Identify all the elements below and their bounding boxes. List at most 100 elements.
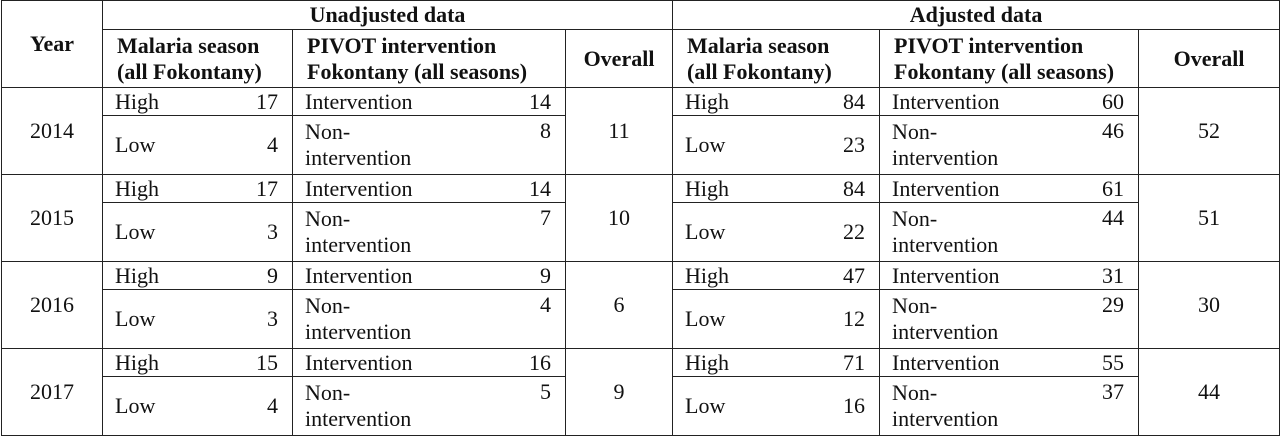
pivot-label-line2: intervention xyxy=(892,406,999,431)
season-value: 15 xyxy=(212,348,293,377)
table-body: 2014 High 17 Intervention 14 11 High 84 Interven… xyxy=(1,87,1280,436)
pivot-label: Non-intervention xyxy=(292,289,477,349)
malaria-season-line1: Malaria season xyxy=(117,32,260,58)
pivot-label-line1: Non- xyxy=(892,380,938,405)
pivot-label-line1: Non- xyxy=(892,293,938,318)
season-label: Low xyxy=(672,289,783,349)
pivot-label: Intervention xyxy=(879,87,1073,116)
malaria-season-line1: Malaria season xyxy=(687,32,830,58)
season-value: 17 xyxy=(212,87,293,116)
pivot-label: Intervention xyxy=(879,261,1073,290)
pivot-value: 37 xyxy=(1072,376,1139,436)
season-value: 16 xyxy=(782,376,880,436)
season-label: High xyxy=(672,174,783,203)
season-value: 71 xyxy=(782,348,880,377)
table-row: Low 4 Non-intervention 5 Low 16 Non-interventi… xyxy=(2,376,1280,436)
pivot-value: 46 xyxy=(1072,115,1139,175)
overall-cell: 6 xyxy=(565,261,673,349)
season-value: 17 xyxy=(212,174,293,203)
pivot-value: 61 xyxy=(1072,174,1139,203)
pivot-label-line2: intervention xyxy=(892,232,999,257)
season-label: Low xyxy=(102,376,213,436)
pivot-value: 44 xyxy=(1072,202,1139,262)
pivot-value: 5 xyxy=(476,376,566,436)
pivot-label: Intervention xyxy=(292,87,477,116)
malaria-season-line2: (all Fokontany) xyxy=(117,58,262,84)
season-value: 3 xyxy=(212,289,293,349)
table-row: Low 3 Non-intervention 7 Low 22 Non-interventi… xyxy=(2,202,1280,262)
table-row: 2016 High 9 Intervention 9 6 High 47 Interventio… xyxy=(1,261,1280,349)
pivot-value: 7 xyxy=(476,202,566,262)
season-value: 4 xyxy=(212,376,293,436)
pivot-label-line2: intervention xyxy=(305,319,412,344)
unadj-overall-header: Overall xyxy=(565,29,673,88)
pivot-line2: Fokontany (all seasons) xyxy=(307,58,528,84)
overall-cell: 44 xyxy=(1137,348,1280,436)
season-label: Low xyxy=(672,115,783,175)
overall-cell: 10 xyxy=(565,174,673,262)
pivot-label-line1: Non- xyxy=(305,206,351,231)
pivot-value: 60 xyxy=(1072,87,1139,116)
pivot-line1: PIVOT intervention xyxy=(307,32,497,58)
pivot-value: 16 xyxy=(476,348,566,377)
season-label: High xyxy=(102,261,213,290)
pivot-label-line2: intervention xyxy=(892,319,999,344)
unadjusted-header: Unadjusted data xyxy=(102,0,673,30)
pivot-label-line1: Non- xyxy=(305,119,351,144)
season-value: 84 xyxy=(782,174,880,203)
pivot-value: 55 xyxy=(1072,348,1139,377)
adjusted-header: Adjusted data xyxy=(671,0,1280,30)
table-row: 2017 High 15 Intervention 16 9 High 71 Intervent… xyxy=(1,348,1280,436)
pivot-label-line1: Non- xyxy=(892,206,938,231)
season-label: High xyxy=(102,87,213,116)
year-cell: 2014 xyxy=(1,87,103,175)
season-label: Low xyxy=(102,202,213,262)
table-row: 2015 High 17 Intervention 14 10 High 84 Interven… xyxy=(1,174,1280,262)
year-cell: 2015 xyxy=(1,174,103,262)
pivot-label: Non-intervention xyxy=(879,115,1073,175)
unadj-pivot-header: PIVOT intervention Fokontany (all seasons… xyxy=(292,29,566,88)
pivot-line2: Fokontany (all seasons) xyxy=(894,58,1115,84)
season-label: Low xyxy=(672,202,783,262)
pivot-label: Non-intervention xyxy=(879,289,1073,349)
season-value: 22 xyxy=(782,202,880,262)
pivot-label-line2: intervention xyxy=(305,406,412,431)
overall-cell: 51 xyxy=(1137,174,1280,262)
pivot-label-line2: intervention xyxy=(305,232,412,257)
table-row: 2014 High 17 Intervention 14 11 High 84 Interven… xyxy=(1,87,1280,175)
pivot-label: Non-intervention xyxy=(292,376,477,436)
year-cell: 2017 xyxy=(1,348,103,436)
pivot-label: Intervention xyxy=(879,348,1073,377)
table-row: Low 3 Non-intervention 4 Low 12 Non-interventi… xyxy=(2,289,1280,349)
season-value: 23 xyxy=(782,115,880,175)
season-label: High xyxy=(672,261,783,290)
overall-cell: 11 xyxy=(565,87,673,175)
pivot-value: 4 xyxy=(476,289,566,349)
year-header: Year xyxy=(1,0,103,88)
pivot-value: 14 xyxy=(476,87,566,116)
header-row-columns: Malaria season (all Fokontany) PIVOT inte… xyxy=(2,29,1280,88)
pivot-value: 29 xyxy=(1072,289,1139,349)
pivot-label-line2: intervention xyxy=(305,145,412,170)
season-value: 3 xyxy=(212,202,293,262)
pivot-label: Non-intervention xyxy=(292,115,477,175)
season-label: Low xyxy=(672,376,783,436)
pivot-value: 14 xyxy=(476,174,566,203)
pivot-label-line2: intervention xyxy=(892,145,999,170)
pivot-value: 31 xyxy=(1072,261,1139,290)
season-label: High xyxy=(672,348,783,377)
pivot-label: Intervention xyxy=(292,174,477,203)
pivot-label-line1: Non- xyxy=(305,293,351,318)
season-value: 4 xyxy=(212,115,293,175)
header-row-groups: Year Unadjusted data Adjusted data xyxy=(1,0,1280,88)
overall-cell: 9 xyxy=(565,348,673,436)
season-label: High xyxy=(102,348,213,377)
year-cell: 2016 xyxy=(1,261,103,349)
pivot-label: Intervention xyxy=(292,261,477,290)
pivot-label: Non-intervention xyxy=(879,376,1073,436)
pivot-label: Intervention xyxy=(292,348,477,377)
adj-overall-header: Overall xyxy=(1137,29,1280,88)
season-label: High xyxy=(672,87,783,116)
pivot-value: 9 xyxy=(476,261,566,290)
